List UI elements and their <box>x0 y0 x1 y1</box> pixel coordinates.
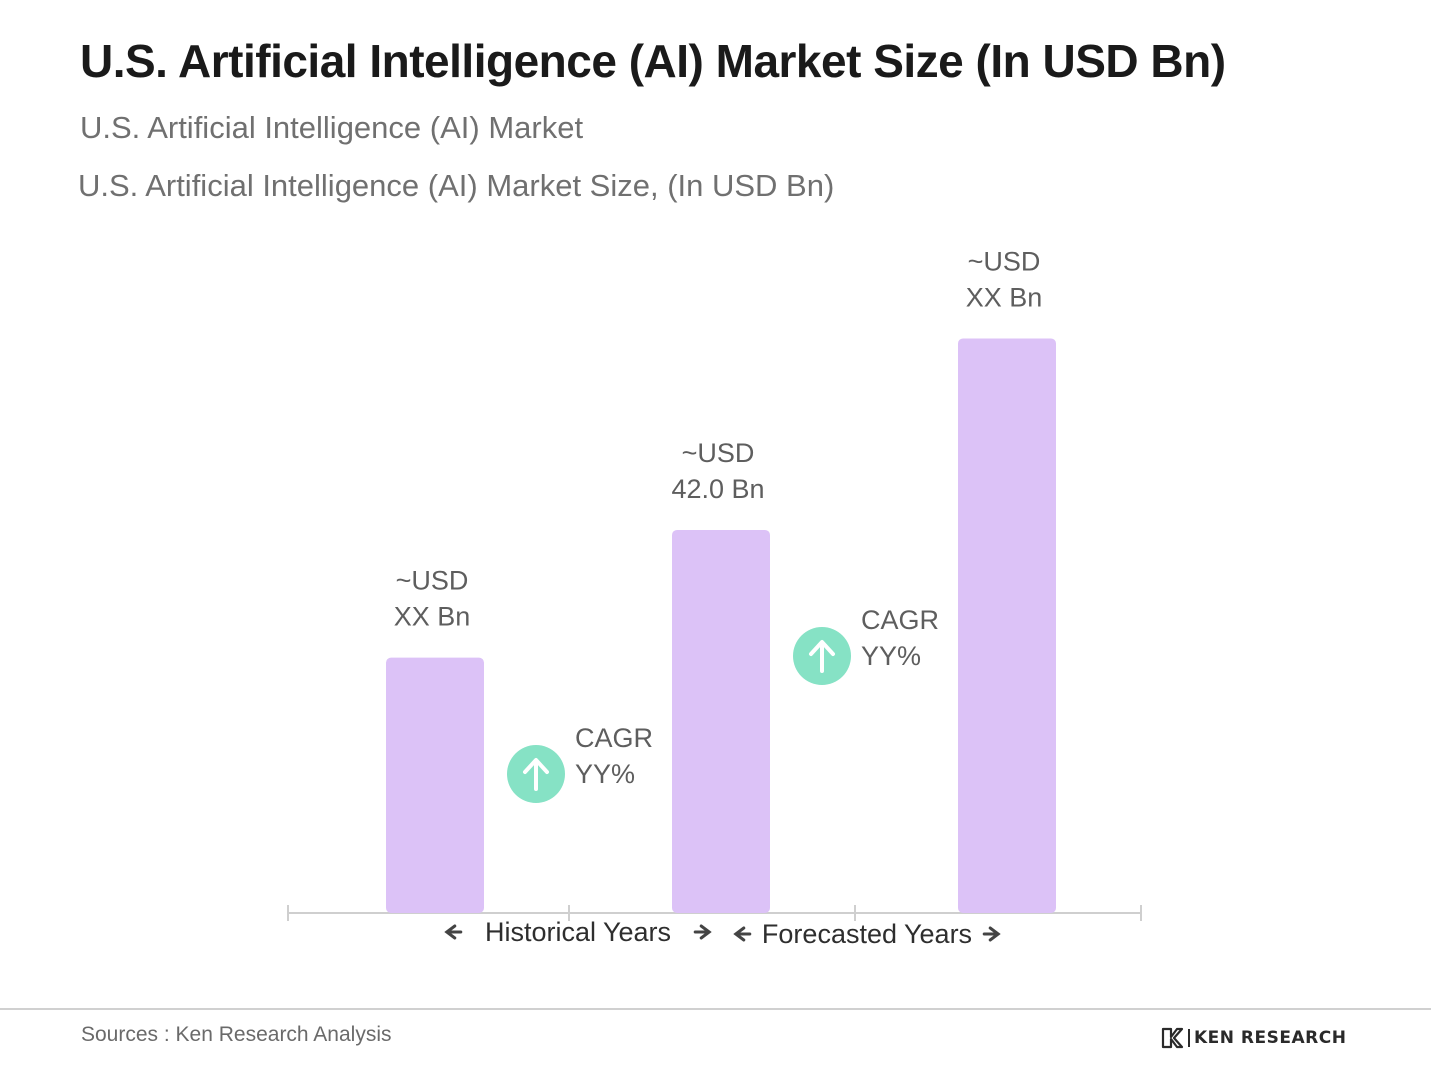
data-label-3-line-2: XX Bn <box>966 282 1043 312</box>
data-label-2-line-2: 42.0 Bn <box>671 474 764 504</box>
chart-subtitle: U.S. Artificial Intelligence (AI) Market <box>80 110 584 145</box>
chart-title: U.S. Artificial Intelligence (AI) Market… <box>80 35 1226 87</box>
data-label-1-line-2: XX Bn <box>394 602 471 632</box>
bar-1 <box>386 657 484 913</box>
source-note: Sources : Ken Research Analysis <box>81 1023 392 1046</box>
company-logo: KEN RESEARCH <box>1160 1026 1346 1050</box>
period-label-2: Forecasted Years <box>762 919 972 949</box>
cagr-label-2-line-1: CAGR <box>861 605 939 635</box>
left-arrow-icon-2 <box>733 926 752 942</box>
logo-text: KEN RESEARCH <box>1194 1028 1347 1048</box>
arrow-up-icon-2 <box>809 640 835 673</box>
arrow-up-icon-1 <box>523 758 549 791</box>
logo-separator <box>1188 1029 1190 1047</box>
period-label-1: Historical Years <box>485 917 671 947</box>
ken-research-logo-icon <box>1161 1027 1184 1049</box>
data-label-3-line-1: ~USD <box>968 246 1041 276</box>
cagr-label-1-line-1: CAGR <box>575 723 653 753</box>
bar-2 <box>672 529 770 913</box>
left-arrow-icon-1 <box>444 924 463 940</box>
footer-divider <box>0 1008 1431 1010</box>
chart-caption: U.S. Artificial Intelligence (AI) Market… <box>78 168 835 203</box>
cagr-label-2-line-2: YY% <box>861 641 921 671</box>
right-arrow-icon-1 <box>693 924 712 940</box>
cagr-label-1-line-2: YY% <box>575 759 635 789</box>
bar-chart: ~USD XX Bn ~USD 42.0 Bn ~USD XX Bn CAGR YY% CAGR… <box>287 246 1142 949</box>
right-arrow-icon-2 <box>982 926 1001 942</box>
bar-3 <box>958 338 1056 913</box>
data-label-2-line-1: ~USD <box>682 438 755 468</box>
data-label-1-line-1: ~USD <box>396 566 469 596</box>
